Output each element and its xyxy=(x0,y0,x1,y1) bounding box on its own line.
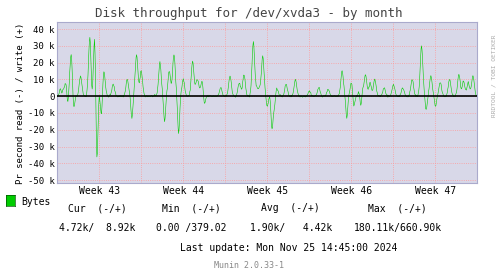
Text: 180.11k/660.90k: 180.11k/660.90k xyxy=(353,223,442,233)
Text: Last update: Mon Nov 25 14:45:00 2024: Last update: Mon Nov 25 14:45:00 2024 xyxy=(179,242,397,253)
Text: Disk throughput for /dev/xvda3 - by month: Disk throughput for /dev/xvda3 - by mont… xyxy=(95,7,402,20)
Text: Max  (-/+): Max (-/+) xyxy=(368,203,427,213)
Text: RRDTOOL / TOBI OETIKER: RRDTOOL / TOBI OETIKER xyxy=(491,34,496,117)
Text: Munin 2.0.33-1: Munin 2.0.33-1 xyxy=(214,261,283,270)
Text: Cur  (-/+): Cur (-/+) xyxy=(68,203,126,213)
Text: 1.90k/   4.42k: 1.90k/ 4.42k xyxy=(249,223,332,233)
Text: Min  (-/+): Min (-/+) xyxy=(162,203,221,213)
Text: Bytes: Bytes xyxy=(21,197,50,207)
Text: 0.00 /379.02: 0.00 /379.02 xyxy=(156,223,227,233)
Text: 4.72k/  8.92k: 4.72k/ 8.92k xyxy=(59,223,135,233)
Y-axis label: Pr second read (-) / write (+): Pr second read (-) / write (+) xyxy=(16,22,25,183)
Text: Avg  (-/+): Avg (-/+) xyxy=(261,203,320,213)
